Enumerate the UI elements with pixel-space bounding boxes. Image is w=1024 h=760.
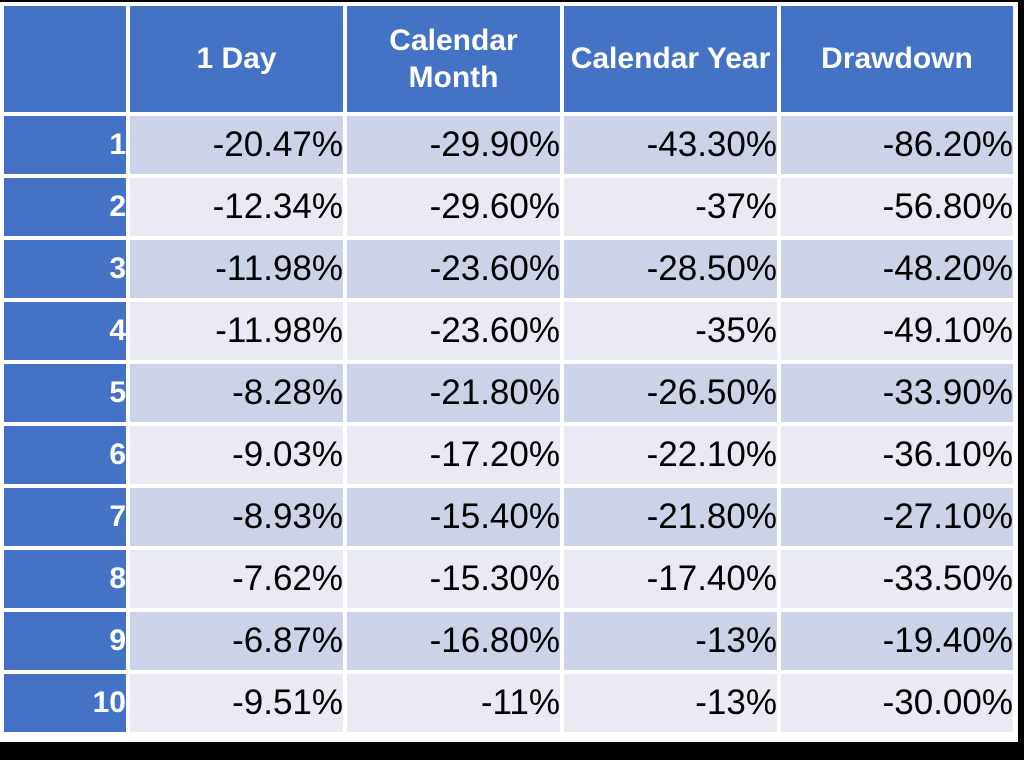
table-header-row: 1 Day Calendar Month Calendar Year Drawd… bbox=[4, 6, 1013, 112]
cell-1-day: -11.98% bbox=[130, 302, 343, 360]
column-header-drawdown: Drawdown bbox=[781, 6, 1013, 112]
cell-drawdown: -19.40% bbox=[781, 612, 1013, 670]
row-rank-cell: 3 bbox=[4, 240, 126, 298]
cell-1-day: -20.47% bbox=[130, 116, 343, 174]
cell-1-day: -11.98% bbox=[130, 240, 343, 298]
table-row: 2 -12.34% -29.60% -37% -56.80% bbox=[4, 178, 1013, 236]
cell-calendar-year: -22.10% bbox=[564, 426, 777, 484]
cell-calendar-year: -21.80% bbox=[564, 488, 777, 546]
cell-1-day: -6.87% bbox=[130, 612, 343, 670]
cell-calendar-month: -23.60% bbox=[347, 240, 560, 298]
cell-drawdown: -30.00% bbox=[781, 674, 1013, 732]
column-header-calendar-year: Calendar Year bbox=[564, 6, 777, 112]
table-row: 3 -11.98% -23.60% -28.50% -48.20% bbox=[4, 240, 1013, 298]
cell-drawdown: -36.10% bbox=[781, 426, 1013, 484]
table-row: 10 -9.51% -11% -13% -30.00% bbox=[4, 674, 1013, 732]
row-rank-cell: 4 bbox=[4, 302, 126, 360]
table-row: 8 -7.62% -15.30% -17.40% -33.50% bbox=[4, 550, 1013, 608]
cell-calendar-month: -11% bbox=[347, 674, 560, 732]
cell-1-day: -9.03% bbox=[130, 426, 343, 484]
cell-calendar-year: -28.50% bbox=[564, 240, 777, 298]
row-rank-cell: 10 bbox=[4, 674, 126, 732]
cell-calendar-year: -17.40% bbox=[564, 550, 777, 608]
cell-drawdown: -27.10% bbox=[781, 488, 1013, 546]
row-rank-cell: 7 bbox=[4, 488, 126, 546]
cell-calendar-month: -21.80% bbox=[347, 364, 560, 422]
table-row: 5 -8.28% -21.80% -26.50% -33.90% bbox=[4, 364, 1013, 422]
table-row: 4 -11.98% -23.60% -35% -49.10% bbox=[4, 302, 1013, 360]
column-header-calendar-month: Calendar Month bbox=[347, 6, 560, 112]
cell-calendar-year: -37% bbox=[564, 178, 777, 236]
column-header-1-day: 1 Day bbox=[130, 6, 343, 112]
cell-calendar-year: -35% bbox=[564, 302, 777, 360]
cell-1-day: -8.28% bbox=[130, 364, 343, 422]
row-rank-cell: 9 bbox=[4, 612, 126, 670]
row-rank-cell: 5 bbox=[4, 364, 126, 422]
column-header-rank bbox=[4, 6, 126, 112]
cell-calendar-year: -13% bbox=[564, 674, 777, 732]
cell-calendar-month: -15.40% bbox=[347, 488, 560, 546]
row-rank-cell: 6 bbox=[4, 426, 126, 484]
returns-table: 1 Day Calendar Month Calendar Year Drawd… bbox=[0, 2, 1017, 736]
row-rank-cell: 1 bbox=[4, 116, 126, 174]
cell-calendar-month: -23.60% bbox=[347, 302, 560, 360]
cell-calendar-month: -15.30% bbox=[347, 550, 560, 608]
cell-drawdown: -86.20% bbox=[781, 116, 1013, 174]
table-row: 7 -8.93% -15.40% -21.80% -27.10% bbox=[4, 488, 1013, 546]
cell-calendar-month: -16.80% bbox=[347, 612, 560, 670]
row-rank-cell: 8 bbox=[4, 550, 126, 608]
cell-drawdown: -33.90% bbox=[781, 364, 1013, 422]
cell-drawdown: -56.80% bbox=[781, 178, 1013, 236]
cell-1-day: -7.62% bbox=[130, 550, 343, 608]
cell-drawdown: -33.50% bbox=[781, 550, 1013, 608]
cell-1-day: -8.93% bbox=[130, 488, 343, 546]
cell-calendar-month: -29.90% bbox=[347, 116, 560, 174]
cell-drawdown: -49.10% bbox=[781, 302, 1013, 360]
slide-background: 1 Day Calendar Month Calendar Year Drawd… bbox=[0, 2, 1018, 742]
row-rank-cell: 2 bbox=[4, 178, 126, 236]
table-row: 1 -20.47% -29.90% -43.30% -86.20% bbox=[4, 116, 1013, 174]
cell-calendar-year: -43.30% bbox=[564, 116, 777, 174]
cell-calendar-month: -17.20% bbox=[347, 426, 560, 484]
cell-calendar-month: -29.60% bbox=[347, 178, 560, 236]
table-row: 6 -9.03% -17.20% -22.10% -36.10% bbox=[4, 426, 1013, 484]
cell-1-day: -9.51% bbox=[130, 674, 343, 732]
cell-drawdown: -48.20% bbox=[781, 240, 1013, 298]
table-row: 9 -6.87% -16.80% -13% -19.40% bbox=[4, 612, 1013, 670]
cell-calendar-year: -26.50% bbox=[564, 364, 777, 422]
cell-calendar-year: -13% bbox=[564, 612, 777, 670]
cell-1-day: -12.34% bbox=[130, 178, 343, 236]
